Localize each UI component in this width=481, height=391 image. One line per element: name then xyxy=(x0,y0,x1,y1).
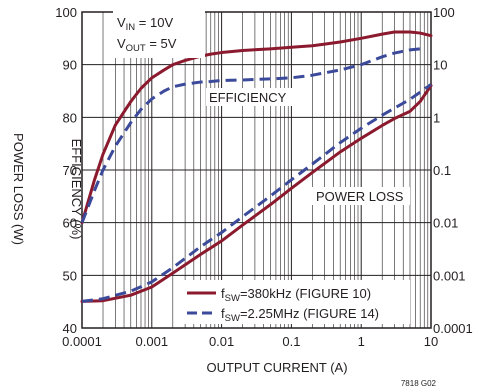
y-left-tick-label: 50 xyxy=(63,268,77,283)
series-line-3 xyxy=(81,83,432,303)
x-tick-label: 0.01 xyxy=(209,334,234,349)
y-axis-right-title: POWER LOSS (W) xyxy=(11,133,26,245)
series-line-2 xyxy=(80,84,433,303)
legend-label-2-25mhz: fSW=2.25MHz (FIGURE 14) xyxy=(221,306,379,324)
tick-labels: 0.0001 0.001 0.01 0.1 1 10 40 50 60 70 80 90 100 0.00… xyxy=(55,5,472,349)
plot-border xyxy=(81,11,432,329)
y-right-tick-label: 1 xyxy=(433,110,440,125)
x-tick-label: 0.001 xyxy=(136,334,169,349)
x-tick-label: 0.0001 xyxy=(62,334,102,349)
y-right-tick-label: 0.001 xyxy=(433,268,466,283)
x-tick-label: 0.1 xyxy=(282,334,300,349)
x-tick-label: 10 xyxy=(424,334,438,349)
y-left-tick-label: 40 xyxy=(63,321,77,336)
conditions-box: VIN = 10V VOUT = 5V xyxy=(113,8,205,58)
vout-label: VOUT = 5V xyxy=(117,36,177,54)
y-left-tick-label: 70 xyxy=(63,163,77,178)
y-right-tick-label: 10 xyxy=(433,58,447,73)
y-left-tick-label: 100 xyxy=(55,5,77,20)
y-right-tick-label: 0.0001 xyxy=(433,321,473,336)
series-line-0 xyxy=(80,30,433,225)
series-line-1 xyxy=(80,47,421,224)
y-right-tick-label: 0.1 xyxy=(433,163,451,178)
grid xyxy=(81,12,431,328)
figure-number: 7818 G02 xyxy=(401,379,437,388)
legend-label-380khz: fSW=380kHz (FIGURE 10) xyxy=(221,286,371,304)
y-right-tick-label: 0.01 xyxy=(433,216,458,231)
efficiency-annotation: EFFICIENCY xyxy=(206,88,292,106)
y-right-tick-label: 100 xyxy=(433,5,455,20)
y-left-tick-label: 80 xyxy=(63,110,77,125)
power-loss-annotation: POWER LOSS xyxy=(312,187,410,205)
x-tick-label: 1 xyxy=(358,334,365,349)
power-loss-label: POWER LOSS xyxy=(316,189,404,204)
efficiency-label: EFFICIENCY xyxy=(209,90,287,105)
x-axis-title: OUTPUT CURRENT (A) xyxy=(206,360,347,375)
vin-label: VIN = 10V xyxy=(117,15,173,33)
legend: fSW=380kHz (FIGURE 10) fSW=2.25MHz (FIGU… xyxy=(182,280,410,324)
y-left-tick-label: 90 xyxy=(63,58,77,73)
y-left-tick-label: 60 xyxy=(63,216,77,231)
y-axis-left-title: EFFICIENCY (%) xyxy=(69,139,84,240)
series-lines xyxy=(80,30,433,303)
